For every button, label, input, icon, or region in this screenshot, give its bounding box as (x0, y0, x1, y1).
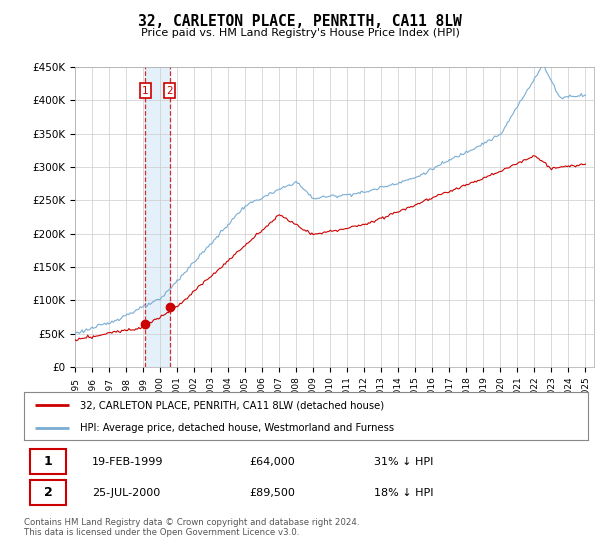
FancyBboxPatch shape (29, 449, 66, 474)
Text: 1: 1 (142, 86, 149, 96)
Text: Price paid vs. HM Land Registry's House Price Index (HPI): Price paid vs. HM Land Registry's House … (140, 28, 460, 38)
Text: £64,000: £64,000 (250, 457, 295, 466)
Text: 2: 2 (44, 486, 53, 499)
Text: 1: 1 (44, 455, 53, 468)
Text: Contains HM Land Registry data © Crown copyright and database right 2024.
This d: Contains HM Land Registry data © Crown c… (24, 518, 359, 538)
Text: 2: 2 (166, 86, 173, 96)
Text: 31% ↓ HPI: 31% ↓ HPI (374, 457, 433, 466)
Text: 19-FEB-1999: 19-FEB-1999 (92, 457, 163, 466)
Text: 32, CARLETON PLACE, PENRITH, CA11 8LW (detached house): 32, CARLETON PLACE, PENRITH, CA11 8LW (d… (80, 400, 385, 410)
Text: HPI: Average price, detached house, Westmorland and Furness: HPI: Average price, detached house, West… (80, 423, 395, 433)
FancyBboxPatch shape (29, 480, 66, 505)
Text: 32, CARLETON PLACE, PENRITH, CA11 8LW: 32, CARLETON PLACE, PENRITH, CA11 8LW (138, 14, 462, 29)
Text: £89,500: £89,500 (250, 488, 295, 497)
Text: 18% ↓ HPI: 18% ↓ HPI (374, 488, 433, 497)
Bar (145, 67, 170, 367)
Text: 25-JUL-2000: 25-JUL-2000 (92, 488, 160, 497)
